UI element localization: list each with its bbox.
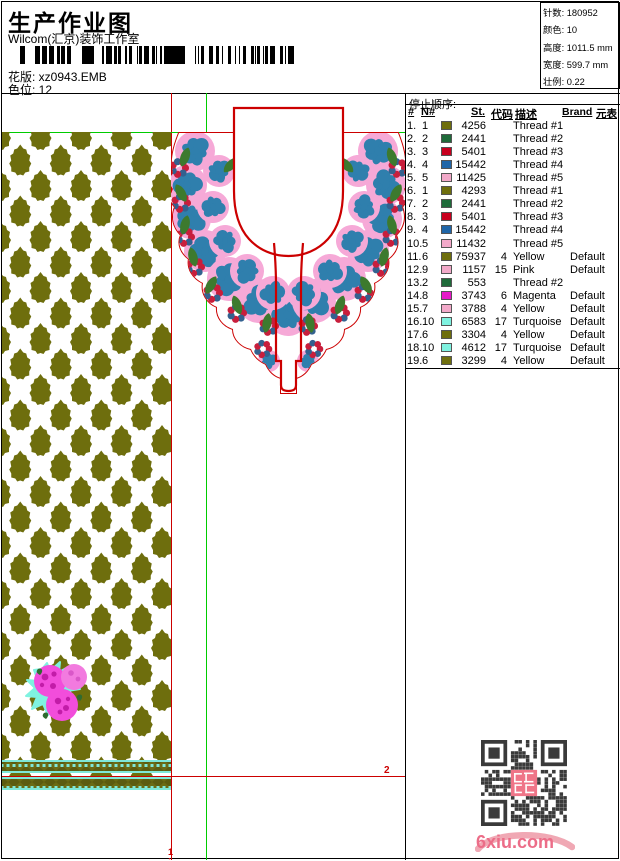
svg-text:6xiu.com: 6xiu.com [476, 832, 554, 852]
